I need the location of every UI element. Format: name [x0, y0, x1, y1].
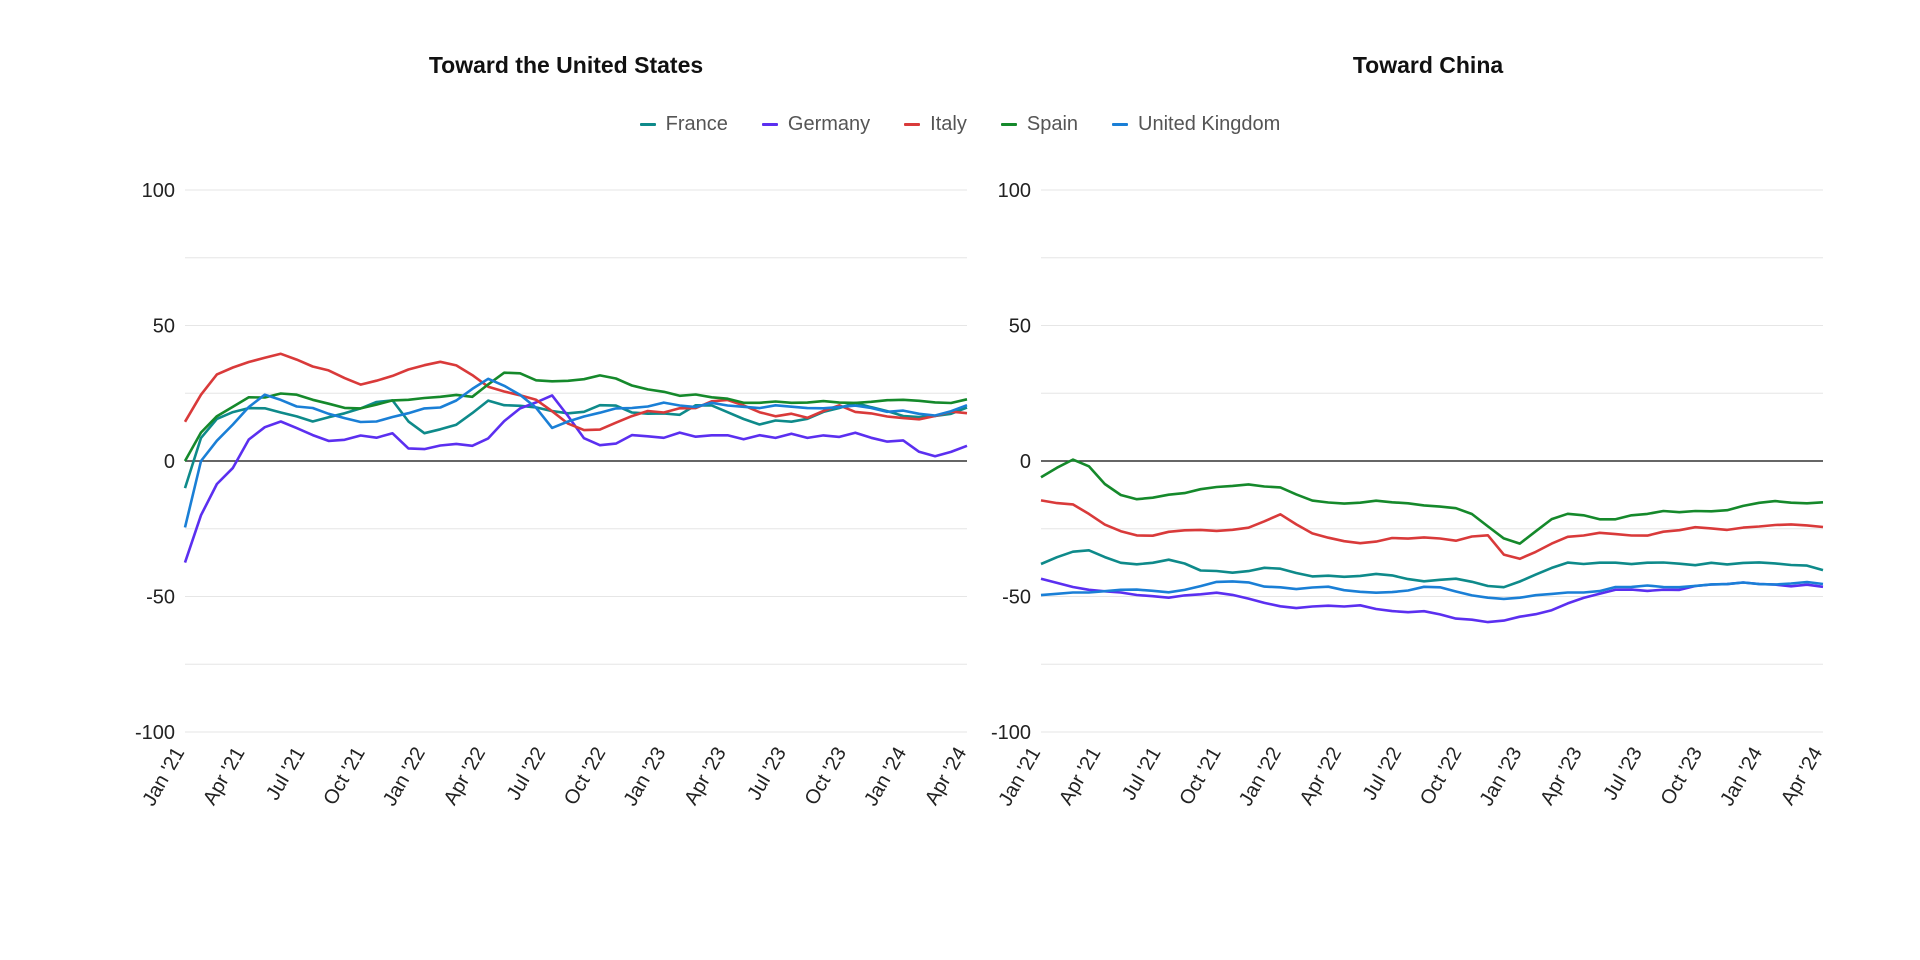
legend-swatch-united-kingdom — [1112, 123, 1129, 126]
x-tick-label-us: Apr '21 — [199, 744, 249, 809]
y-tick-label-us: 100 — [142, 180, 175, 202]
x-tick-label-china: Jan '23 — [1476, 744, 1527, 810]
x-tick-label-us: Apr '24 — [921, 744, 971, 809]
x-tick-label-china: Oct '23 — [1657, 744, 1707, 809]
series-line-italy-china — [1040, 499, 1824, 561]
x-tick-label-china: Apr '21 — [1055, 744, 1105, 809]
x-tick-label-us: Jan '23 — [620, 744, 671, 810]
legend-label-united-kingdom: United Kingdom — [1138, 113, 1281, 135]
legend-item-germany[interactable]: Germany — [761, 113, 871, 136]
series-line-united-kingdom-china — [1040, 580, 1824, 601]
y-tick-label-china: 100 — [998, 180, 1031, 202]
legend-item-united-kingdom[interactable]: United Kingdom — [1112, 113, 1280, 136]
legend-item-spain[interactable]: Spain — [1000, 113, 1079, 136]
legend-label-spain: Spain — [1026, 113, 1079, 135]
x-tick-label-us: Jul '21 — [262, 744, 310, 805]
x-tick-label-china: Jul '22 — [1359, 744, 1407, 805]
legend-label-germany: Germany — [787, 113, 871, 135]
y-tick-label-china: -50 — [1002, 587, 1031, 609]
x-tick-label-china: Oct '22 — [1416, 744, 1466, 809]
x-tick-label-us: Jan '22 — [379, 744, 430, 810]
x-tick-label-china: Jul '21 — [1118, 744, 1166, 805]
series-line-spain-us — [183, 371, 968, 462]
x-tick-label-us: Apr '23 — [680, 744, 730, 809]
y-tick-label-us: -100 — [135, 722, 175, 744]
legend: France Germany Italy Spain United Kingdo… — [0, 113, 1920, 136]
y-tick-label-china: 50 — [1009, 316, 1031, 338]
legend-item-italy[interactable]: Italy — [904, 113, 967, 136]
x-tick-label-us: Jul '22 — [503, 744, 551, 805]
y-tick-label-china: -100 — [991, 722, 1031, 744]
series-line-germany-us — [183, 394, 968, 564]
y-tick-label-us: 0 — [164, 451, 175, 473]
series-line-france-us — [183, 399, 968, 489]
series-line-france-china — [1040, 549, 1824, 589]
x-tick-label-us: Jan '21 — [138, 744, 189, 810]
legend-swatch-spain — [1000, 123, 1017, 126]
chart-title-us: Toward the United States — [428, 52, 704, 78]
legend-label-italy: Italy — [930, 113, 967, 135]
y-tick-label-china: 0 — [1020, 451, 1031, 473]
x-tick-label-us: Oct '22 — [560, 744, 610, 809]
y-tick-label-us: -50 — [146, 587, 175, 609]
x-tick-label-us: Oct '23 — [801, 744, 851, 809]
legend-label-france: France — [665, 113, 728, 135]
x-tick-label-us: Jul '23 — [743, 744, 791, 805]
x-tick-label-us: Jan '24 — [860, 744, 911, 810]
y-tick-label-us: 50 — [153, 316, 175, 338]
legend-item-france[interactable]: France — [639, 113, 728, 136]
series-line-spain-china — [1040, 458, 1824, 545]
x-tick-label-china: Jul '23 — [1599, 744, 1647, 805]
x-tick-label-china: Jan '21 — [994, 744, 1045, 810]
x-tick-label-china: Oct '21 — [1175, 744, 1225, 809]
series-line-united-kingdom-us — [183, 377, 968, 528]
legend-swatch-france — [639, 123, 656, 126]
legend-swatch-germany — [761, 123, 778, 126]
x-tick-label-china: Apr '24 — [1777, 744, 1827, 809]
x-tick-label-china: Apr '22 — [1296, 744, 1346, 809]
x-tick-label-china: Jan '24 — [1716, 744, 1767, 810]
x-tick-label-us: Apr '22 — [440, 744, 490, 809]
x-tick-label-china: Apr '23 — [1536, 744, 1586, 809]
legend-swatch-italy — [904, 123, 921, 126]
x-tick-label-us: Oct '21 — [319, 744, 369, 809]
x-tick-label-china: Jan '22 — [1235, 744, 1286, 810]
chart-title-china: Toward China — [1352, 52, 1504, 78]
